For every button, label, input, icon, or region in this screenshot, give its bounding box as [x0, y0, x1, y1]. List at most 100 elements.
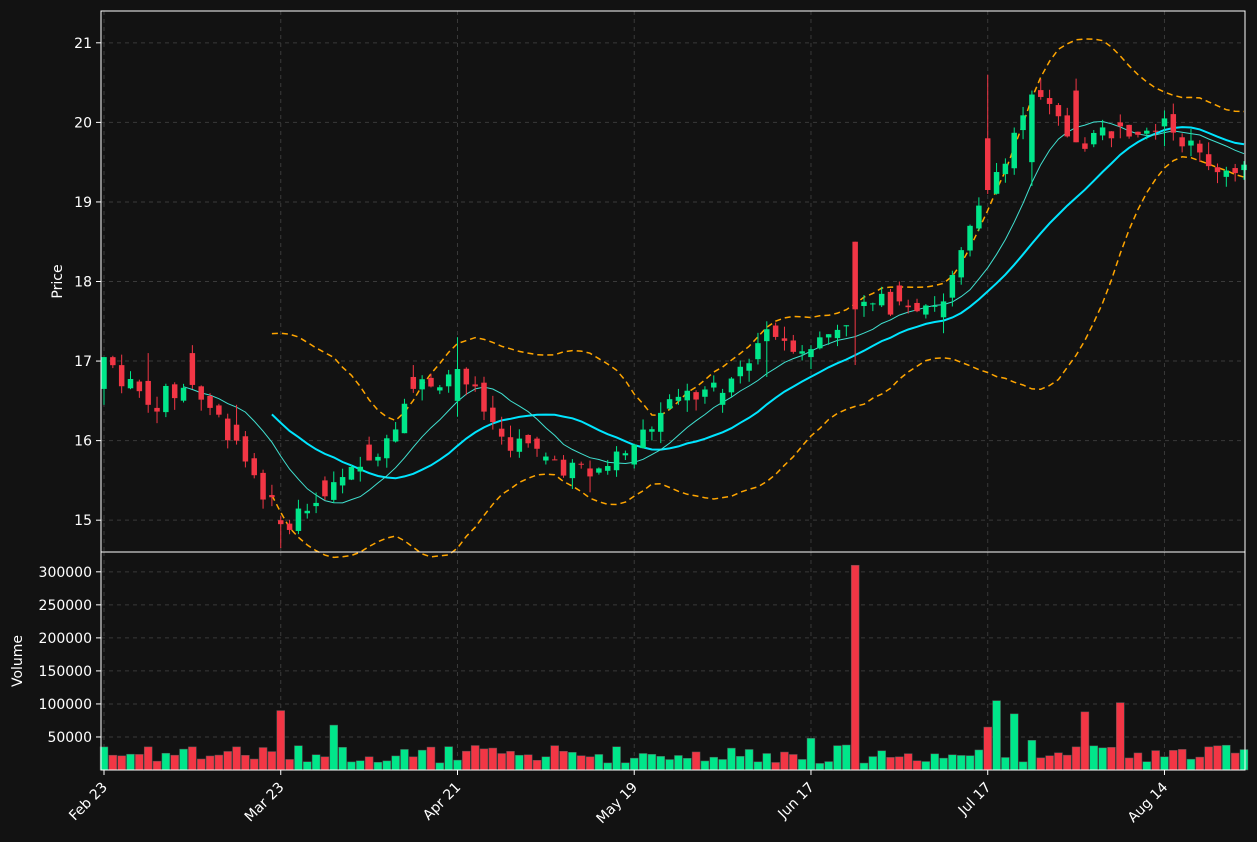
candle — [198, 385, 204, 411]
candle-body — [163, 385, 169, 413]
candle — [940, 293, 947, 334]
candle-body — [242, 436, 249, 462]
candle-body — [1214, 167, 1221, 173]
volume-bar — [1151, 750, 1160, 771]
volume-bar — [506, 751, 515, 771]
volume-bar — [665, 759, 674, 771]
candle — [1073, 78, 1079, 143]
volume-bar — [974, 749, 984, 771]
candle — [498, 416, 505, 445]
volume-bar — [718, 759, 727, 771]
candle — [905, 299, 911, 314]
volume-bar — [435, 762, 445, 771]
candle — [216, 403, 222, 418]
volume-bar — [320, 756, 330, 771]
candle — [914, 298, 920, 313]
volume-bar — [1116, 702, 1125, 771]
candle-body — [543, 456, 549, 461]
candle-body — [401, 403, 408, 434]
candle — [481, 376, 487, 420]
candle — [445, 369, 452, 393]
candle — [569, 459, 576, 489]
candle-body — [454, 369, 461, 401]
candle — [463, 367, 470, 396]
volume-bar — [797, 759, 807, 771]
volume-bar — [983, 726, 992, 771]
candle — [675, 388, 682, 405]
candle — [127, 371, 134, 390]
volume-bar — [453, 759, 462, 771]
candle — [331, 471, 337, 504]
candle-body — [481, 382, 487, 412]
price-tick-label: 19 — [74, 195, 92, 211]
candle — [976, 197, 982, 231]
candle-body — [976, 205, 982, 229]
volume-bar — [161, 752, 171, 771]
volume-bar — [1239, 749, 1249, 771]
candle-body — [1020, 115, 1026, 131]
candle-body — [658, 412, 664, 432]
candle — [437, 385, 443, 395]
candle-body — [675, 396, 682, 401]
candle-body — [843, 325, 850, 327]
candle-body — [878, 293, 885, 306]
volume-bar — [1089, 745, 1098, 771]
volume-bar — [267, 751, 277, 771]
volume-bar — [1213, 745, 1222, 771]
candle-body — [269, 495, 275, 498]
volume-bar — [1186, 758, 1196, 771]
candle — [684, 383, 690, 412]
candle-body — [1170, 114, 1177, 133]
volume-bar — [1045, 755, 1054, 771]
candle-body — [1002, 163, 1009, 175]
candle-body — [1099, 127, 1106, 136]
candle-body — [127, 379, 134, 389]
candle-body — [1055, 105, 1062, 117]
volume-bar — [1010, 713, 1019, 771]
candle — [560, 455, 567, 478]
volume-tick-label: 50000 — [47, 730, 92, 746]
volume-bar — [1071, 746, 1081, 771]
volume-bar — [709, 756, 718, 771]
volume-bar — [877, 750, 886, 771]
candle-body — [375, 456, 381, 461]
candle-body — [693, 392, 699, 400]
volume-bar — [930, 753, 939, 771]
volume-bar — [727, 747, 736, 771]
volume-bar — [568, 752, 577, 771]
volume-bar — [303, 761, 312, 771]
volume-bar — [117, 755, 126, 771]
candle-body — [711, 382, 717, 388]
candle-body — [861, 301, 867, 307]
volume-bar — [859, 762, 869, 771]
candle — [1082, 137, 1088, 152]
candle — [1188, 129, 1194, 157]
candle — [180, 383, 187, 403]
candle — [613, 446, 620, 477]
volume-bar — [921, 761, 931, 771]
candle-body — [790, 340, 797, 352]
candle — [878, 286, 885, 308]
candle — [843, 325, 850, 337]
candle — [1205, 142, 1212, 171]
candle-body — [578, 463, 584, 465]
candle-body — [101, 357, 107, 389]
candle — [764, 321, 770, 377]
candle — [1232, 163, 1238, 182]
candle — [375, 453, 381, 467]
candle-body — [604, 466, 611, 471]
candle — [1214, 163, 1221, 184]
candle-body — [189, 353, 196, 385]
candle-body — [1152, 130, 1159, 132]
candle — [1161, 110, 1168, 147]
candle — [154, 396, 160, 424]
volume-bars — [99, 564, 1249, 771]
candle-body — [233, 424, 240, 441]
volume-bar — [1107, 747, 1116, 771]
candle — [1046, 89, 1053, 115]
candle-body — [702, 389, 708, 397]
candle — [1099, 119, 1106, 141]
candlesticks — [101, 74, 1247, 549]
candle — [993, 162, 1000, 195]
volume-bar — [762, 753, 772, 771]
